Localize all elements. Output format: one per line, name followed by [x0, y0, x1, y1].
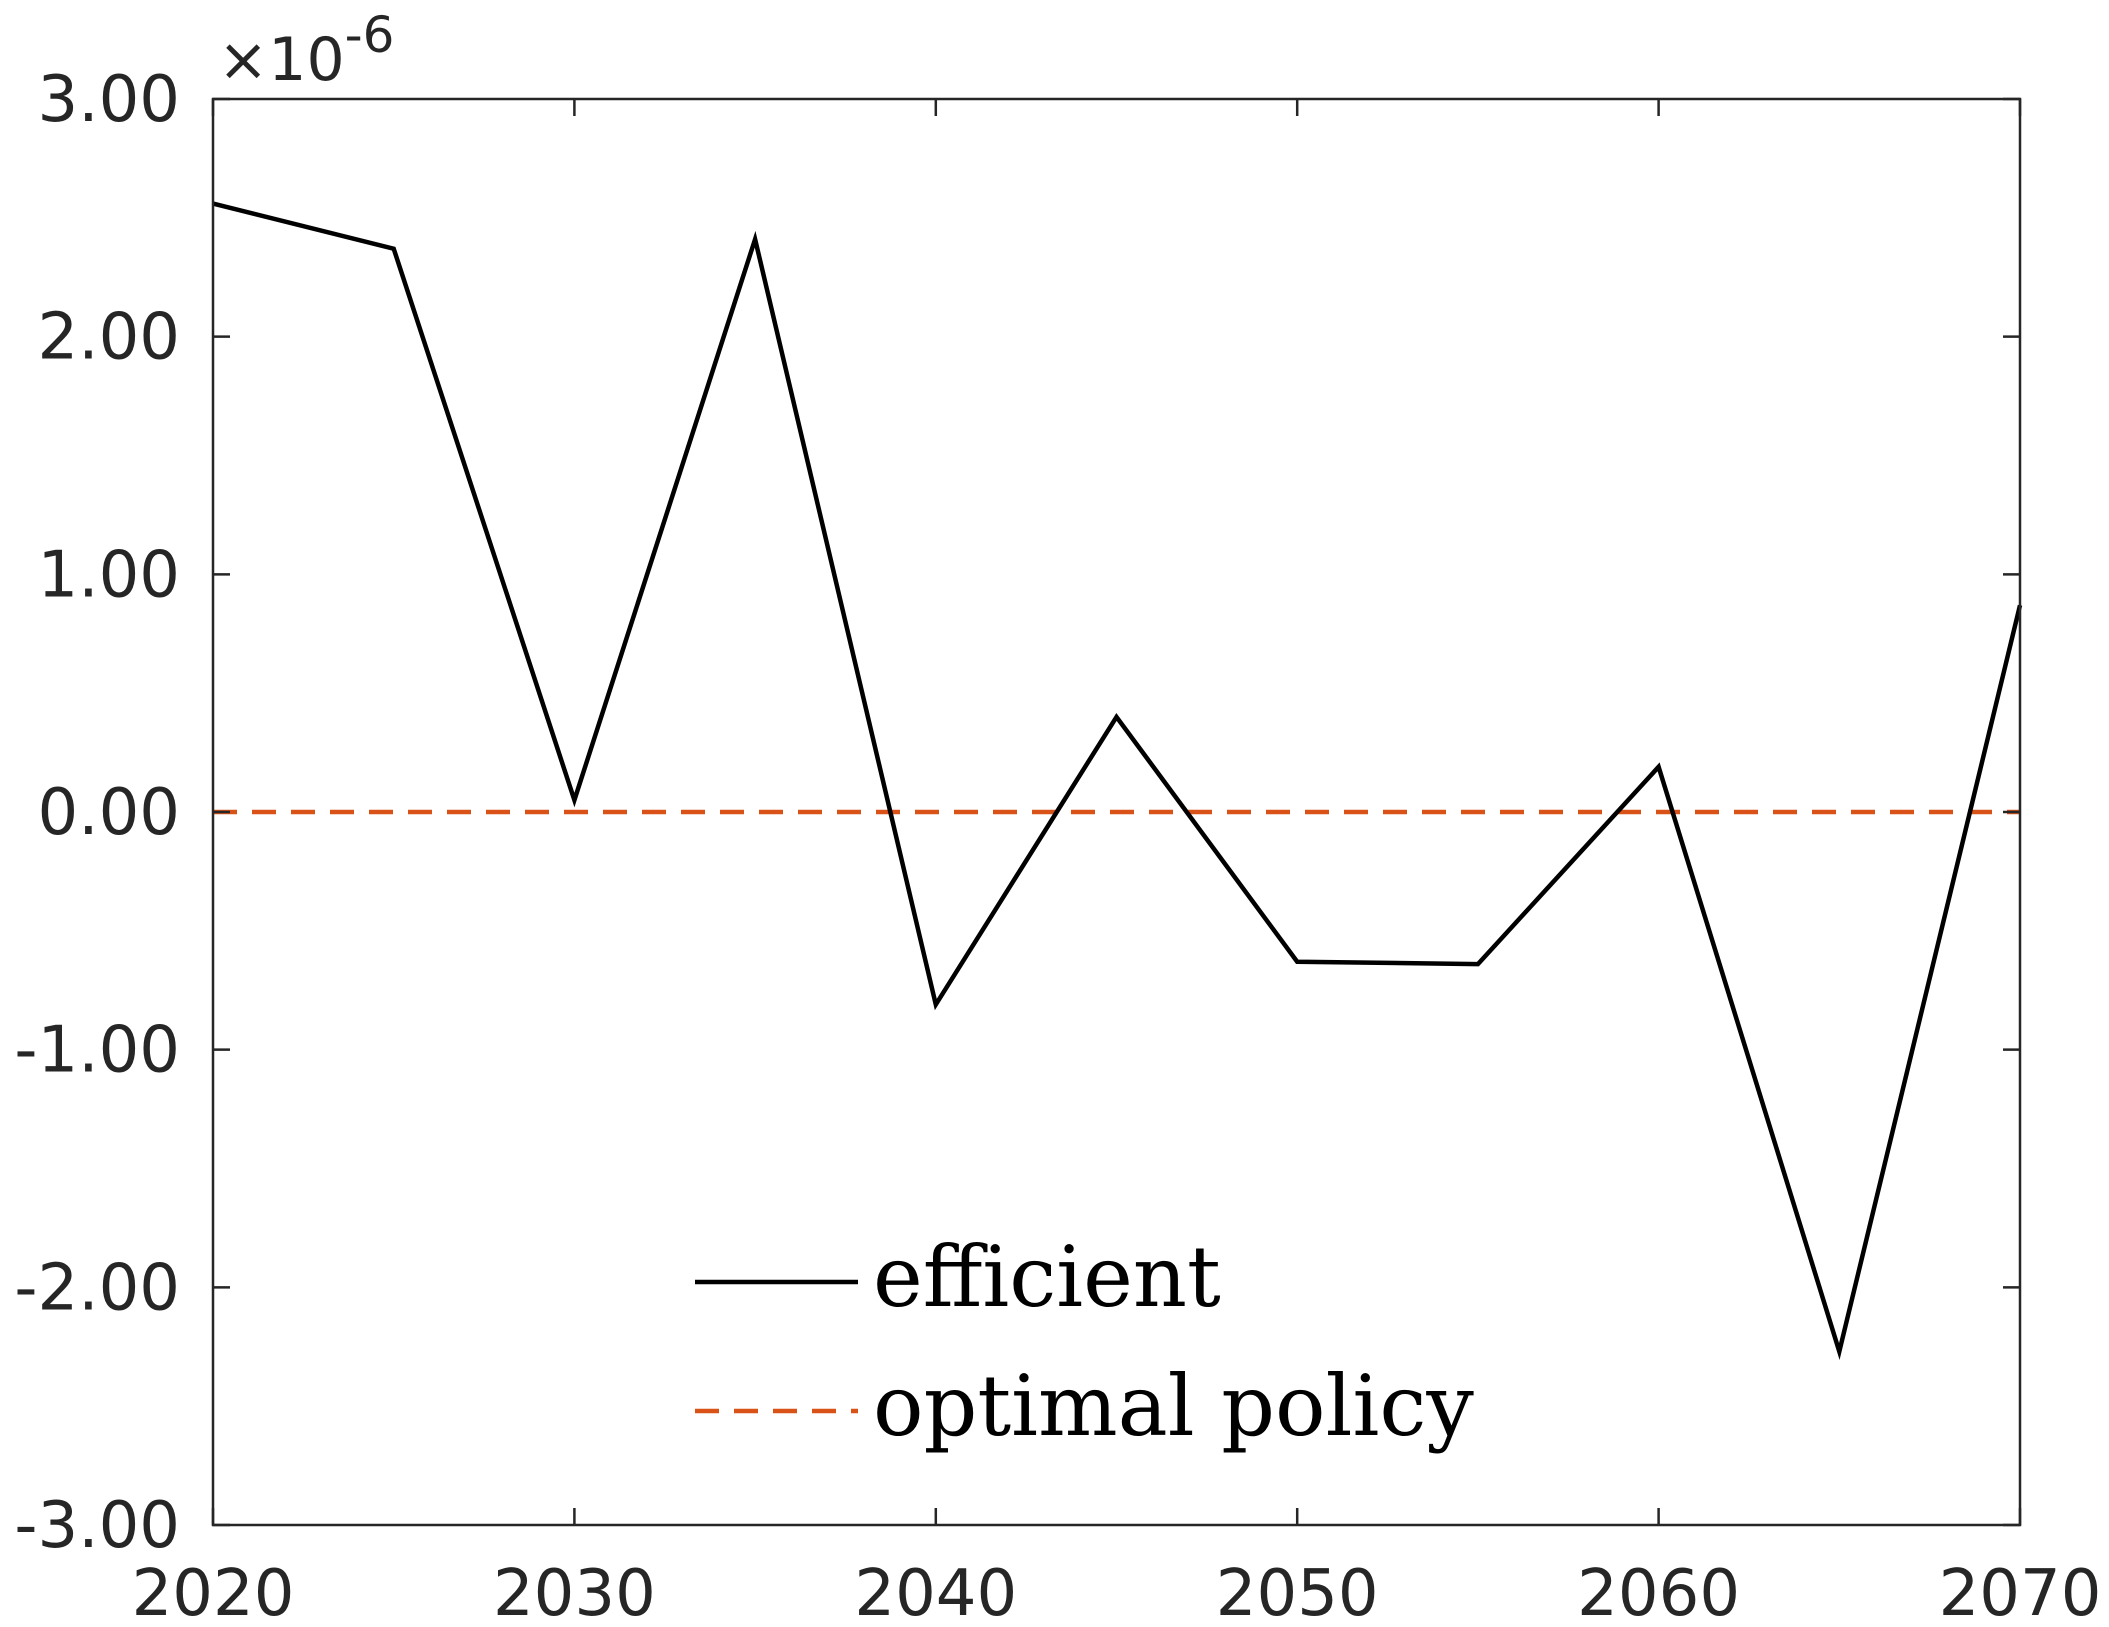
exponent-base: ×10 — [218, 25, 345, 95]
x-tick-label: 2040 — [854, 1557, 1017, 1622]
y-tick-label: 3.00 — [38, 63, 181, 137]
x-tick-label: 2020 — [132, 1557, 295, 1622]
exponent-label: ×10-6 — [218, 6, 394, 95]
y-tick-label: -3.00 — [14, 1489, 180, 1563]
legend-label-efficient: efficient — [873, 1228, 1221, 1326]
x-tick-label: 2030 — [493, 1557, 656, 1622]
y-tick-label: 2.00 — [38, 301, 181, 375]
series-line-efficient — [212, 201, 2023, 1360]
y-tick-label: 0.00 — [38, 776, 181, 850]
y-tick-label: -2.00 — [14, 1251, 180, 1325]
exponent-power: -6 — [345, 6, 395, 64]
y-tick-label: -1.00 — [14, 1014, 180, 1088]
y-tick-label: 1.00 — [38, 538, 181, 612]
x-tick-label: 2070 — [1939, 1557, 2102, 1622]
x-tick-label: 2050 — [1216, 1557, 1379, 1622]
x-tick-label: 2060 — [1577, 1557, 1740, 1622]
legend-label-optimal-policy: optimal policy — [873, 1357, 1474, 1455]
